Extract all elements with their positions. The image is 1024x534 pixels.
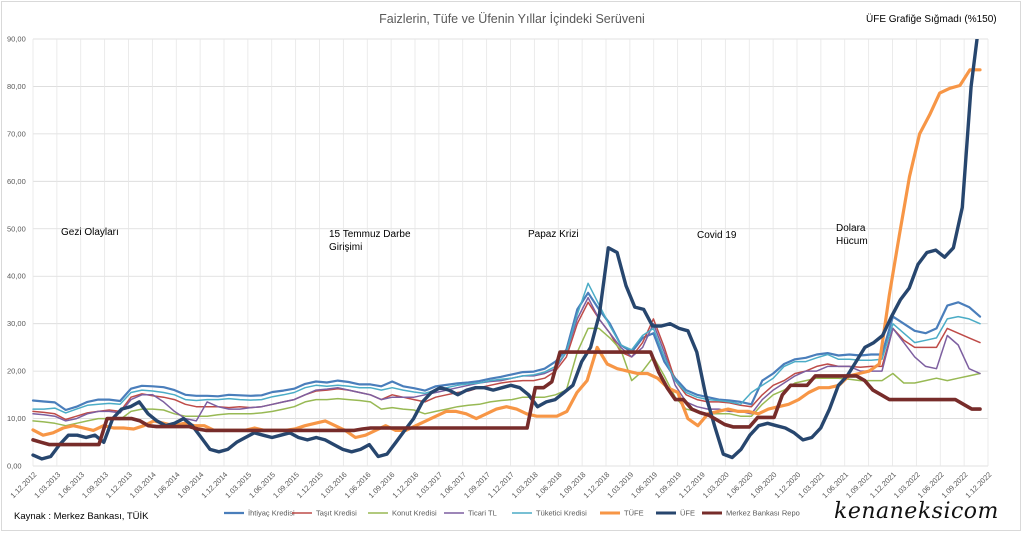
y-tick-label: 10,00: [7, 414, 26, 423]
legend-label-ta-t-kredisi: Taşıt Kredisi: [316, 509, 357, 518]
series-line--fe: [31, 39, 979, 461]
legend-label-merkez-bankas-repo: Merkez Bankası Repo: [726, 509, 800, 518]
series-lines: [31, 39, 982, 461]
annotation-line: Gezi Olayları: [61, 227, 119, 238]
annotation-papaz: Papaz Krizi: [528, 228, 579, 241]
legend-label-i-htiya-kredisi: İhtiyaç Kredisi: [248, 509, 295, 518]
x-axis-ticks: 1.12.20121.03.20131.06.20131.09.20131.12…: [8, 470, 993, 500]
y-tick-label: 0,00: [7, 462, 22, 471]
x-tick-label: 1.12.2022: [963, 470, 993, 500]
annotation-line: Papaz Krizi: [528, 229, 579, 240]
legend-label-ticari-tl: Ticari TL: [468, 509, 497, 518]
legend-label--fe: ÜFE: [680, 509, 695, 518]
ufe-overflow-note: ÜFE Grafiğe Sığmadı (%150): [866, 14, 997, 25]
annotation-covid: Covid 19: [697, 229, 736, 242]
source-note: Kaynak : Merkez Bankası, TÜİK: [14, 511, 149, 522]
annotation-line: 15 Temmuz Darbe: [329, 229, 411, 240]
series-line-ta-t-kredisi: [32, 301, 981, 421]
legend-label-t-fe: TÜFE: [624, 509, 644, 518]
annotation-line: Hücum: [836, 236, 868, 247]
annotation-line: Dolara: [836, 223, 866, 234]
y-tick-label: 90,00: [7, 35, 26, 44]
annotation-darbe: 15 Temmuz Darbe Girişimi: [329, 228, 411, 254]
y-tick-label: 70,00: [7, 129, 26, 138]
series-line-i-htiya-kredisi: [31, 291, 982, 412]
annotation-dolar: Dolara Hücum: [836, 222, 868, 248]
y-axis-ticks: 0,00 10,00 20,00 30,00 40,00 50,00 60,00 70,00 8…: [7, 35, 26, 471]
legend-label-konut-kredisi: Konut Kredisi: [392, 509, 437, 518]
chart-title: Faizlerin, Tüfe ve Üfenin Yıllar İçindek…: [379, 12, 645, 26]
y-tick-label: 80,00: [7, 82, 26, 91]
series-line-konut-kredisi: [32, 327, 981, 427]
annotation-line: Girişimi: [329, 242, 363, 253]
watermark-logo: kenaneksicom: [834, 499, 999, 524]
legend-label-t-ketici-kredisi: Tüketici Kredisi: [536, 509, 587, 518]
annotation-gezi: Gezi Olayları: [61, 226, 119, 239]
legend: İhtiyaç Kredisi Taşıt Kredisi Konut Kredis…: [224, 509, 800, 518]
series-line-merkez-bankas-repo: [31, 350, 982, 447]
annotation-line: Covid 19: [697, 230, 737, 241]
y-tick-label: 30,00: [7, 319, 26, 328]
gridlines: [32, 38, 989, 467]
y-tick-label: 40,00: [7, 272, 26, 281]
y-tick-label: 60,00: [7, 177, 26, 186]
y-tick-label: 20,00: [7, 367, 26, 376]
series-line-t-ketici-kredisi: [32, 282, 981, 414]
y-tick-label: 50,00: [7, 224, 26, 233]
